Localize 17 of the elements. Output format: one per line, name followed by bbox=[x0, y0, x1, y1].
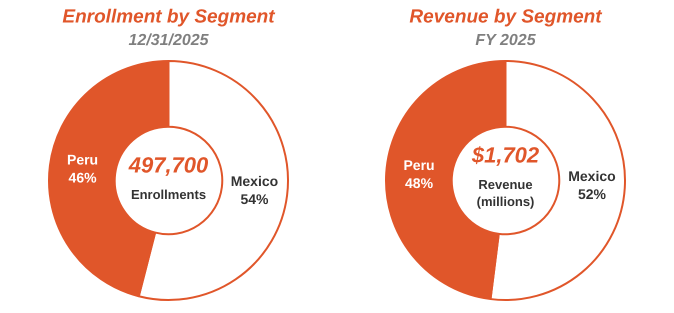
chart-subtitle: FY 2025 bbox=[475, 32, 537, 49]
data-label: 48% bbox=[405, 174, 434, 191]
data-label: 52% bbox=[578, 186, 607, 202]
text: Revenue bbox=[478, 177, 533, 192]
text: 497,700 bbox=[128, 152, 210, 178]
slice-label: Peru bbox=[403, 156, 435, 173]
chart-title: Enrollment by Segment bbox=[62, 6, 276, 28]
slice-label: Peru bbox=[66, 152, 98, 168]
chart-subtitle: 12/31/2025 bbox=[128, 32, 210, 49]
text: $1,702 bbox=[470, 142, 540, 168]
slice-label: Mexico bbox=[568, 168, 616, 184]
data-label: 46% bbox=[68, 170, 98, 186]
text: Enrollments bbox=[130, 187, 206, 202]
text: (millions) bbox=[476, 194, 534, 210]
slice-label: Mexico bbox=[230, 173, 278, 190]
data-label: 54% bbox=[240, 191, 270, 208]
chart-title: Revenue by Segment bbox=[409, 6, 602, 28]
